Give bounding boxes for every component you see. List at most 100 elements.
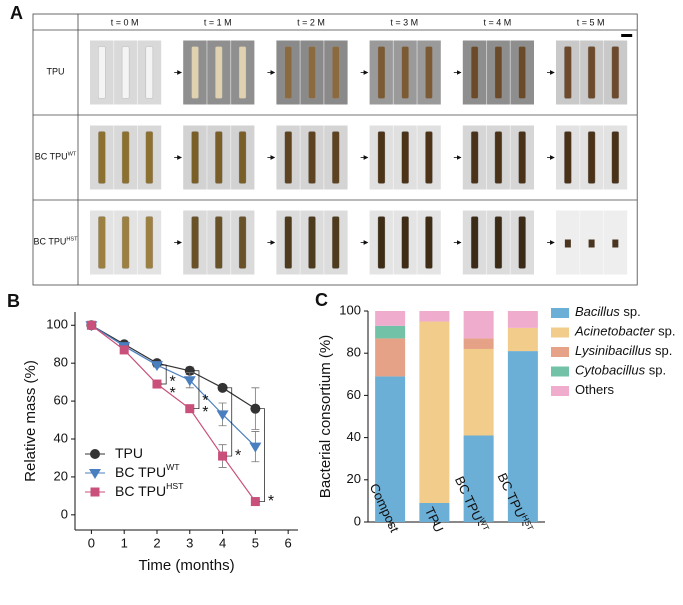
sample-strip bbox=[611, 131, 619, 184]
bar-segment bbox=[375, 325, 406, 339]
sample-strip bbox=[401, 46, 409, 99]
column-header: t = 5 M bbox=[577, 17, 605, 27]
column-header: t = 4 M bbox=[484, 17, 512, 27]
sample-fragment bbox=[612, 239, 619, 248]
sample-strip bbox=[191, 216, 199, 269]
significance-mark: * bbox=[235, 447, 241, 464]
sample-strip bbox=[332, 216, 340, 269]
legend-genus: Acinetobacter bbox=[574, 324, 655, 339]
legend-label-sup: HST bbox=[166, 481, 184, 491]
sample-strip bbox=[284, 46, 292, 99]
series-line bbox=[91, 324, 256, 410]
data-point bbox=[249, 442, 262, 453]
sample-strip bbox=[284, 131, 292, 184]
legend-swatch bbox=[551, 386, 569, 396]
significance-bracket bbox=[259, 408, 265, 502]
bar-segment bbox=[419, 321, 450, 504]
sample-strip bbox=[401, 216, 409, 269]
x-tick-label: 2 bbox=[153, 535, 160, 550]
scale-bar bbox=[621, 34, 633, 37]
sample-strip bbox=[494, 131, 503, 184]
data-point bbox=[86, 320, 96, 330]
significance-mark: * bbox=[268, 493, 274, 510]
sample-strip bbox=[471, 131, 479, 184]
legend-suffix: sp. bbox=[655, 343, 672, 358]
legend-label-sup: WT bbox=[166, 462, 180, 472]
sample-strip bbox=[332, 131, 340, 184]
legend-label: BC TPUWT bbox=[115, 462, 180, 479]
sample-strip bbox=[121, 216, 130, 269]
sample-strip bbox=[145, 46, 153, 99]
legend-marker bbox=[90, 487, 100, 497]
sample-strip bbox=[121, 131, 130, 184]
sample-strip bbox=[98, 216, 106, 269]
x-tick-label: 5 bbox=[252, 535, 259, 550]
sample-strip bbox=[215, 216, 223, 269]
row-label-sup: WT bbox=[68, 152, 77, 158]
y-tick-label: 100 bbox=[46, 317, 68, 332]
data-point bbox=[119, 345, 129, 355]
bar-segment bbox=[375, 376, 406, 522]
sample-strip bbox=[308, 46, 316, 99]
bar-segment bbox=[463, 311, 494, 339]
sample-strip bbox=[587, 46, 596, 99]
legend-suffix: sp. bbox=[623, 304, 640, 319]
row-label-main: BC TPU bbox=[35, 152, 68, 162]
y-tick-label: 80 bbox=[54, 355, 68, 370]
data-point bbox=[216, 410, 229, 421]
legend-genus: Cytobacillus bbox=[575, 363, 646, 378]
y-tick-label: 100 bbox=[339, 302, 361, 317]
y-tick-label: 60 bbox=[347, 387, 361, 402]
legend-genus: Others bbox=[575, 382, 615, 397]
legend-suffix: sp. bbox=[649, 363, 666, 378]
column-header: t = 0 M bbox=[111, 17, 139, 27]
row-label: BC TPUHST bbox=[33, 237, 78, 247]
sample-strip bbox=[494, 216, 503, 269]
sample-strip bbox=[564, 131, 572, 184]
sample-strip bbox=[215, 46, 223, 99]
data-point bbox=[185, 404, 195, 414]
data-point bbox=[217, 382, 228, 393]
y-tick-label: 40 bbox=[347, 429, 361, 444]
x-tick-label: 4 bbox=[219, 535, 226, 550]
legend-label: Others bbox=[575, 382, 615, 397]
sample-strip bbox=[332, 46, 340, 99]
bar-segment bbox=[507, 327, 538, 352]
sample-strip bbox=[518, 216, 526, 269]
sample-strip bbox=[145, 216, 153, 269]
legend-marker bbox=[90, 449, 100, 459]
data-point bbox=[184, 365, 195, 376]
sample-strip bbox=[215, 131, 223, 184]
legend-marker bbox=[89, 469, 101, 479]
significance-bracket bbox=[160, 364, 167, 385]
y-tick-label: 80 bbox=[347, 345, 361, 360]
legend-label-main: BC TPU bbox=[115, 464, 166, 480]
data-point bbox=[250, 403, 261, 414]
y-tick-label: 40 bbox=[54, 430, 68, 445]
significance-mark: * bbox=[202, 393, 208, 410]
x-tick-label: 1 bbox=[121, 535, 128, 550]
legend-label: Cytobacillus sp. bbox=[575, 363, 666, 378]
column-header: t = 2 M bbox=[297, 17, 325, 27]
legend-swatch bbox=[551, 366, 569, 377]
panel-label: B bbox=[7, 291, 20, 311]
significance-bracket bbox=[226, 387, 233, 457]
column-header: t = 1 M bbox=[204, 17, 232, 27]
legend-label-main: BC TPU bbox=[115, 483, 166, 499]
legend-genus: Lysinibacillus bbox=[575, 343, 652, 358]
sample-strip bbox=[518, 131, 526, 184]
sample-strip bbox=[425, 216, 433, 269]
table-frame bbox=[32, 13, 638, 286]
x-tick-label: 6 bbox=[285, 535, 292, 550]
legend-label: BC TPUHST bbox=[115, 481, 184, 498]
sample-fragment bbox=[564, 239, 571, 248]
sample-strip bbox=[377, 131, 386, 184]
sample-strip bbox=[587, 131, 596, 184]
significance-mark: * bbox=[169, 385, 175, 402]
sample-strip bbox=[308, 131, 316, 184]
legend-genus: Bacillus bbox=[575, 304, 620, 319]
y-axis-label: Bacterial consortium (%) bbox=[317, 335, 334, 498]
series-line bbox=[91, 324, 256, 502]
